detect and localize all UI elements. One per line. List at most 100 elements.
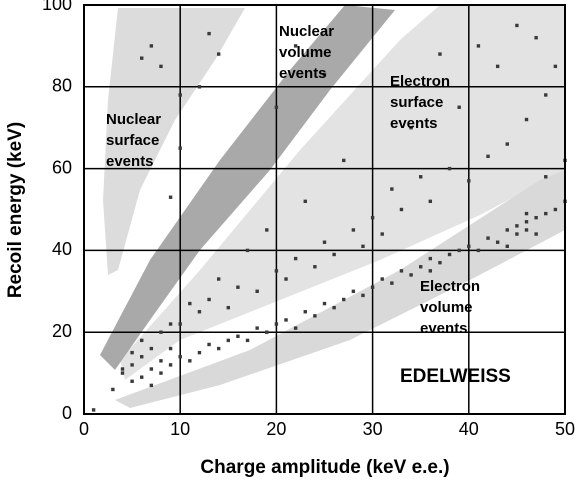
point xyxy=(130,363,134,367)
point xyxy=(361,244,365,249)
point xyxy=(505,228,509,232)
point xyxy=(399,269,404,273)
point xyxy=(390,187,394,191)
point xyxy=(544,175,548,179)
annotation: events xyxy=(390,115,438,132)
annotation: Nuclear xyxy=(106,111,161,128)
nuclear-volume-band xyxy=(100,5,395,370)
point xyxy=(149,383,154,388)
point xyxy=(524,211,529,216)
point xyxy=(168,346,173,351)
point xyxy=(140,56,144,60)
y-tick-label: 100 xyxy=(42,0,72,14)
point xyxy=(274,322,279,326)
point xyxy=(438,52,442,56)
point xyxy=(534,215,538,220)
point xyxy=(274,269,279,273)
point xyxy=(332,305,336,310)
point xyxy=(399,207,404,212)
plot-frame xyxy=(83,4,566,415)
point xyxy=(303,199,307,204)
point xyxy=(322,72,327,77)
point xyxy=(197,310,202,314)
annotation: events xyxy=(420,320,468,337)
point xyxy=(380,232,384,236)
point xyxy=(524,117,529,122)
point xyxy=(322,301,327,306)
electron-surface-band xyxy=(120,5,565,380)
point xyxy=(342,297,346,302)
point xyxy=(515,23,519,28)
y-tick-label: 60 xyxy=(52,157,72,177)
point xyxy=(236,285,240,289)
annotation: Nuclear xyxy=(279,23,334,40)
annotation: Electron xyxy=(390,73,450,90)
point xyxy=(255,289,259,293)
point xyxy=(140,338,144,343)
point xyxy=(149,346,154,351)
electron-volume-band xyxy=(115,170,565,408)
point xyxy=(111,387,115,392)
point xyxy=(120,367,125,371)
point xyxy=(524,228,529,232)
point xyxy=(505,244,509,249)
point xyxy=(524,220,529,224)
point xyxy=(91,408,96,412)
point xyxy=(178,322,182,326)
point xyxy=(130,379,134,383)
point xyxy=(409,273,413,277)
point xyxy=(313,314,317,318)
point xyxy=(457,105,461,109)
point xyxy=(178,146,182,150)
point xyxy=(553,207,558,212)
point xyxy=(467,244,471,249)
point xyxy=(303,310,307,314)
point xyxy=(293,256,298,261)
annotation: surface xyxy=(106,132,159,149)
point xyxy=(168,322,173,326)
annotation: Electron xyxy=(420,278,480,295)
point xyxy=(178,93,182,97)
point xyxy=(188,301,192,306)
point xyxy=(447,166,452,171)
point xyxy=(332,252,336,257)
point xyxy=(476,44,481,48)
point xyxy=(515,224,519,228)
point xyxy=(495,240,500,244)
point xyxy=(265,228,269,232)
point xyxy=(216,277,221,281)
point xyxy=(351,228,356,232)
point xyxy=(505,142,509,146)
point xyxy=(515,232,519,236)
point xyxy=(159,371,163,375)
point xyxy=(553,64,558,69)
point xyxy=(534,232,538,236)
annotation: volume xyxy=(279,44,332,61)
y-tick-label: 80 xyxy=(52,76,72,96)
point xyxy=(149,367,154,371)
point xyxy=(178,355,182,359)
point xyxy=(370,215,375,220)
x-tick-label: 0 xyxy=(79,419,89,439)
point xyxy=(226,305,230,310)
point xyxy=(293,44,298,48)
x-tick-label: 20 xyxy=(266,419,286,439)
point xyxy=(544,211,548,216)
point xyxy=(140,355,144,359)
point xyxy=(197,85,202,89)
point xyxy=(467,179,471,183)
point xyxy=(255,326,259,330)
point xyxy=(476,248,481,253)
nuclear-surface-band xyxy=(103,8,245,275)
annotation: EDELWEISS xyxy=(400,366,511,387)
point xyxy=(313,265,317,269)
point xyxy=(293,326,298,330)
point xyxy=(207,297,211,302)
point xyxy=(188,359,192,363)
y-tick-label: 20 xyxy=(52,321,72,341)
annotation: events xyxy=(106,153,154,170)
point xyxy=(380,277,384,281)
point xyxy=(245,248,250,253)
point xyxy=(419,175,423,179)
